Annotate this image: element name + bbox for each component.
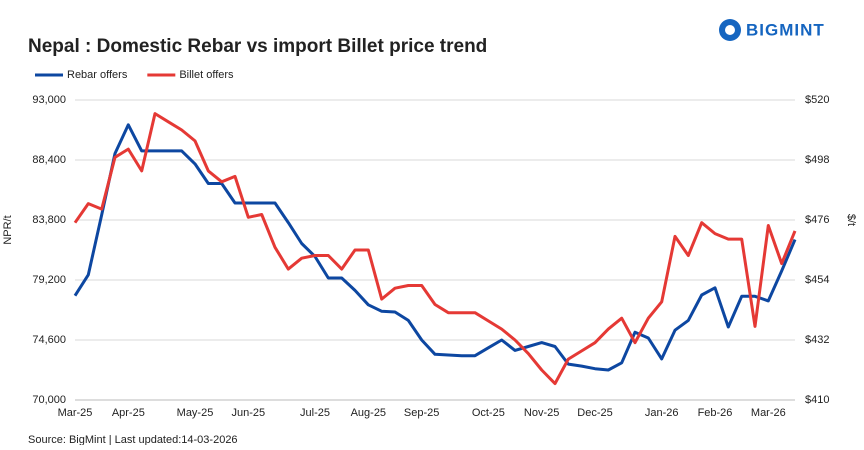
x-tick-label: Jul-25 (300, 407, 330, 419)
legend-label: Rebar offers (67, 69, 128, 81)
logo-icon-inner (725, 25, 735, 35)
x-tick-label: Mar-25 (58, 407, 93, 419)
series-line (73, 123, 797, 372)
y-tick-label: 79,200 (32, 274, 66, 286)
x-tick-label: Nov-25 (524, 407, 559, 419)
x-tick-label: Aug-25 (351, 407, 386, 419)
y-tick-label: 93,000 (32, 94, 66, 106)
y2-tick-label: $498 (805, 154, 829, 166)
x-tick-label: Jun-25 (232, 407, 266, 419)
y-tick-label: 74,600 (32, 334, 66, 346)
x-tick-label: Mar-26 (751, 407, 786, 419)
logo: BIGMINT (719, 19, 825, 41)
y-tick-label: 88,400 (32, 154, 66, 166)
chart-title: Nepal : Domestic Rebar vs import Billet … (28, 36, 487, 57)
x-tick-label: Apr-25 (112, 407, 145, 419)
x-tick-label: May-25 (177, 407, 214, 419)
y-axis-label: NPR/t (2, 215, 14, 244)
y-tick-label: 70,000 (32, 394, 66, 406)
x-tick-label: Sep-25 (404, 407, 439, 419)
logo-text: BIGMINT (746, 20, 825, 39)
y2-tick-label: $454 (805, 274, 829, 286)
y2-tick-label: $520 (805, 94, 829, 106)
x-tick-label: Feb-26 (698, 407, 733, 419)
y2-axis-label: $/t (845, 214, 857, 226)
source: Source: BigMint | Last updated:14-03-202… (28, 434, 238, 445)
x-tick-label: Oct-25 (472, 407, 505, 419)
series-line (73, 112, 797, 386)
y2-tick-label: $410 (805, 394, 829, 406)
y2-tick-label: $476 (805, 214, 829, 226)
y-tick-label: 83,800 (32, 214, 66, 226)
legend-label: Billet offers (179, 69, 234, 81)
x-tick-label: Dec-25 (577, 407, 612, 419)
y2-tick-label: $432 (805, 334, 829, 346)
x-tick-label: Jan-26 (645, 407, 679, 419)
